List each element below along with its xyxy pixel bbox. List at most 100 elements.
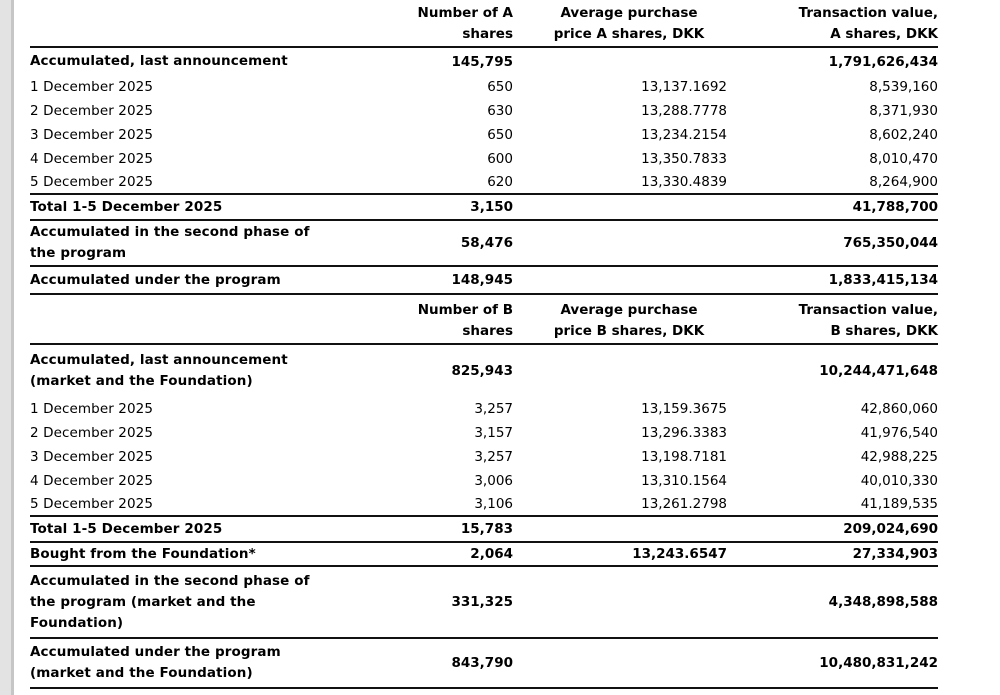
table-row: Accumulated in the second phase of the p…	[30, 567, 938, 639]
shares-cell: 3,257	[474, 449, 513, 465]
b-shares-table: Number of B shares Average purchase pric…	[30, 295, 938, 689]
value-cell: 765,350,044	[843, 235, 938, 251]
price-cell: 13,296.3383	[641, 425, 727, 441]
value-cell: 4,348,898,588	[828, 594, 938, 610]
price-cell: 13,137.1692	[641, 79, 727, 95]
table-row: 1 December 2025 3,257 13,159.3675 42,860…	[30, 397, 938, 421]
value-cell: 40,010,330	[860, 473, 938, 489]
shares-cell: 15,783	[460, 521, 513, 537]
table-row: 2 December 2025 3,157 13,296.3383 41,976…	[30, 421, 938, 445]
row-label: Total 1-5 December 2025	[30, 198, 223, 215]
table-row: Bought from the Foundation* 2,064 13,243…	[30, 543, 938, 567]
row-label: 4 December 2025	[30, 472, 154, 489]
value-cell: 8,602,240	[869, 127, 938, 143]
row-label: Accumulated, last announcement	[30, 53, 288, 69]
shares-cell: 145,795	[451, 53, 514, 70]
price-cell: 13,261.2798	[641, 496, 727, 512]
col-header-average-purchase-price-a: Average purchase price A shares, DKK	[553, 5, 705, 42]
page-margin-strip	[0, 0, 14, 695]
table-row: Accumulated, last announcement 145,795 1…	[30, 48, 938, 75]
a-shares-header-row: Number of A shares Average purchase pric…	[30, 2, 938, 48]
price-cell: 13,310.1564	[641, 473, 727, 489]
shares-cell: 331,325	[451, 594, 514, 610]
price-cell: 13,198.7181	[641, 449, 727, 465]
table-row: 1 December 2025 650 13,137.1692 8,539,16…	[30, 75, 938, 99]
shares-cell: 630	[487, 103, 513, 119]
value-cell: 8,539,160	[869, 79, 938, 95]
price-cell: 13,288.7778	[641, 103, 727, 119]
shares-cell: 3,006	[474, 473, 513, 489]
a-shares-table: Number of A shares Average purchase pric…	[30, 2, 938, 295]
row-label: 2 December 2025	[30, 102, 154, 119]
value-cell: 42,860,060	[860, 401, 938, 417]
shares-cell: 2,064	[470, 546, 513, 562]
shares-cell: 3,150	[470, 199, 513, 215]
shares-cell: 600	[487, 151, 513, 167]
table-row: Total 1-5 December 2025 3,150 41,788,700	[30, 195, 938, 221]
value-cell: 1,833,415,134	[828, 272, 938, 288]
shares-cell: 650	[487, 79, 513, 95]
value-cell: 209,024,690	[843, 521, 938, 537]
table-row: 5 December 2025 620 13,330.4839 8,264,90…	[30, 171, 938, 195]
row-label: Accumulated under the program (market an…	[30, 644, 281, 681]
col-header-average-purchase-price-b: Average purchase price B shares, DKK	[553, 302, 705, 339]
table-row: Total 1-5 December 2025 15,783 209,024,6…	[30, 517, 938, 543]
col-header-transaction-value-a: Transaction value, A shares, DKK	[798, 5, 938, 42]
table-row: 3 December 2025 650 13,234.2154 8,602,24…	[30, 123, 938, 147]
row-label: Accumulated, last announcement (market a…	[30, 352, 288, 389]
shares-cell: 58,476	[460, 235, 513, 251]
price-cell: 13,243.6547	[632, 546, 727, 562]
row-label: 4 December 2025	[30, 150, 154, 167]
col-header-number-of-b-shares: Number of B shares	[417, 302, 513, 339]
row-label: Total 1-5 December 2025	[30, 520, 223, 537]
shares-cell: 620	[487, 174, 513, 190]
row-label: 5 December 2025	[30, 495, 154, 512]
value-cell: 41,189,535	[860, 496, 938, 512]
table-row: Accumulated under the program 148,945 1,…	[30, 267, 938, 295]
table-row: 3 December 2025 3,257 13,198.7181 42,988…	[30, 445, 938, 469]
value-cell: 10,244,471,648	[819, 363, 938, 379]
col-header-number-of-a-shares: Number of A shares	[417, 5, 513, 42]
table-row: 4 December 2025 3,006 13,310.1564 40,010…	[30, 469, 938, 493]
table-row: 5 December 2025 3,106 13,261.2798 41,189…	[30, 493, 938, 517]
price-cell: 13,159.3675	[641, 401, 727, 417]
value-cell: 8,010,470	[869, 151, 938, 167]
row-label: 1 December 2025	[30, 78, 154, 95]
shares-cell: 148,945	[451, 272, 514, 288]
row-label: Accumulated in the second phase of the p…	[30, 224, 310, 261]
page-content: Number of A shares Average purchase pric…	[14, 0, 938, 695]
shares-cell: 3,106	[474, 496, 513, 512]
row-label: 3 December 2025	[30, 448, 154, 465]
shares-cell: 650	[487, 127, 513, 143]
table-row: Accumulated in the second phase of the p…	[30, 221, 938, 267]
row-label: Bought from the Foundation*	[30, 545, 256, 562]
value-cell: 8,371,930	[869, 103, 938, 119]
table-row: Accumulated under the program (market an…	[30, 639, 938, 689]
value-cell: 42,988,225	[860, 449, 938, 465]
shares-cell: 3,157	[474, 425, 513, 441]
value-cell: 27,334,903	[852, 546, 938, 562]
row-label: 5 December 2025	[30, 173, 154, 190]
shares-cell: 843,790	[451, 655, 514, 671]
table-row: 4 December 2025 600 13,350.7833 8,010,47…	[30, 147, 938, 171]
value-cell: 1,791,626,434	[828, 53, 938, 70]
price-cell: 13,330.4839	[641, 174, 727, 190]
value-cell: 41,788,700	[852, 199, 938, 215]
row-label: 2 December 2025	[30, 424, 154, 441]
col-header-transaction-value-b: Transaction value, B shares, DKK	[798, 302, 938, 339]
table-row: 2 December 2025 630 13,288.7778 8,371,93…	[30, 99, 938, 123]
shares-cell: 3,257	[474, 401, 513, 417]
table-row: Accumulated, last announcement (market a…	[30, 345, 938, 397]
value-cell: 41,976,540	[860, 425, 938, 441]
price-cell: 13,234.2154	[641, 127, 727, 143]
row-label: 1 December 2025	[30, 400, 154, 417]
row-label: Accumulated under the program	[30, 271, 281, 288]
shares-cell: 825,943	[451, 363, 514, 379]
row-label: Accumulated in the second phase of the p…	[30, 572, 310, 631]
value-cell: 8,264,900	[869, 174, 938, 190]
b-shares-header-row: Number of B shares Average purchase pric…	[30, 295, 938, 345]
value-cell: 10,480,831,242	[819, 655, 938, 671]
row-label: 3 December 2025	[30, 126, 154, 143]
price-cell: 13,350.7833	[641, 151, 727, 167]
